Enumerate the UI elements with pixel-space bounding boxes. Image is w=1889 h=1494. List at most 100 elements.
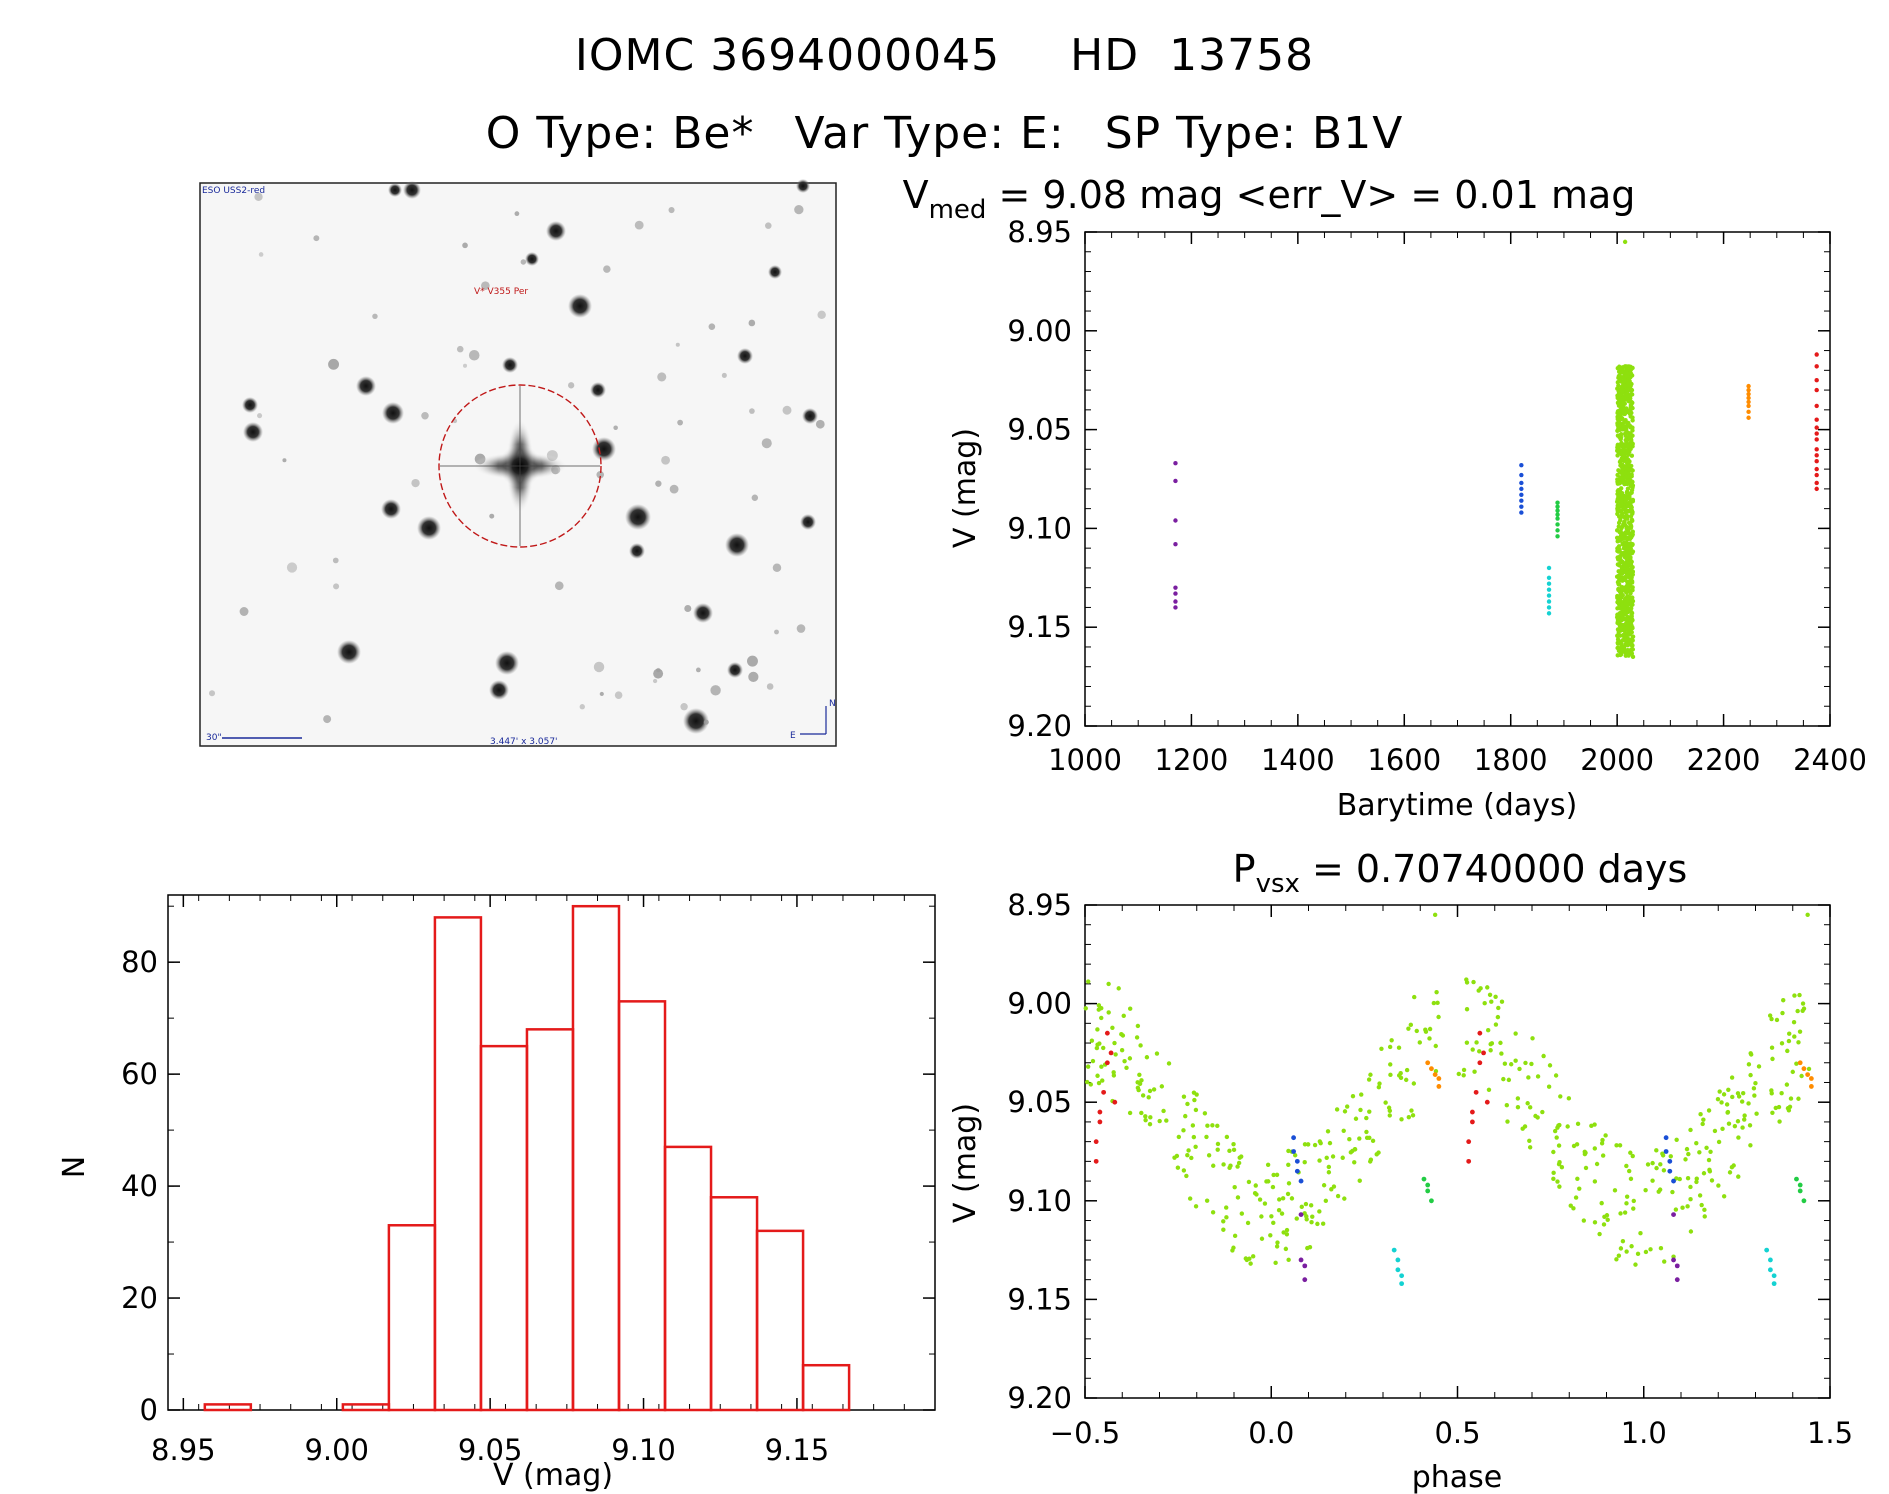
phased-point xyxy=(1352,1160,1357,1165)
lightcurve-point xyxy=(1630,518,1635,524)
phased-point xyxy=(1431,1000,1437,1006)
phased-point xyxy=(1720,1126,1725,1132)
lightcurve-point xyxy=(1629,550,1635,556)
phased-point xyxy=(1368,1072,1373,1077)
phased-point xyxy=(1144,1055,1150,1060)
phased-point xyxy=(1127,1056,1133,1061)
star-id-hd: HD 13758 xyxy=(1070,30,1315,81)
phased-point xyxy=(1327,1140,1333,1146)
lightcurve-point xyxy=(1519,462,1524,468)
phased-point xyxy=(1284,1227,1290,1233)
phased-point xyxy=(1404,1067,1410,1073)
histogram-ylabel: N xyxy=(57,1156,92,1178)
lightcurve-point xyxy=(1616,425,1621,431)
phased-point xyxy=(1331,1184,1337,1189)
x-tick-label: 0.5 xyxy=(1434,1416,1480,1450)
lightcurve-point xyxy=(1546,575,1552,580)
phased-point xyxy=(1095,1073,1100,1078)
lightcurve-point xyxy=(1620,462,1625,468)
lightcurve-point xyxy=(1627,379,1632,384)
phased-point xyxy=(1559,1165,1565,1170)
lightcurve-point xyxy=(1624,490,1630,495)
lightcurve-point xyxy=(1617,408,1622,413)
phased-point xyxy=(1254,1192,1259,1197)
phased-point xyxy=(1317,1158,1322,1163)
phased-point xyxy=(1791,1019,1797,1025)
phased-point xyxy=(1310,1214,1315,1219)
field-star xyxy=(579,704,585,710)
y-tick-label: 9.00 xyxy=(1007,987,1072,1021)
field-star xyxy=(382,402,404,424)
phased-point xyxy=(1429,1198,1434,1204)
phased-point xyxy=(1368,1159,1373,1164)
phased-point xyxy=(1147,1121,1153,1127)
phased-point xyxy=(1592,1146,1598,1151)
lightcurve-point xyxy=(1625,650,1630,655)
field-star xyxy=(257,413,263,419)
field-star xyxy=(749,408,755,414)
field-star xyxy=(489,680,509,700)
lightcurve-point xyxy=(1555,504,1560,509)
field-star xyxy=(456,345,464,353)
phased-point xyxy=(1350,1148,1355,1154)
phased-point xyxy=(1769,1088,1774,1093)
y-tick-label: 9.10 xyxy=(1007,511,1072,545)
compass-east-label: E xyxy=(790,731,796,741)
lightcurve-point xyxy=(1814,403,1819,409)
plot-frame xyxy=(1084,904,1831,1399)
phased-point xyxy=(1477,1030,1483,1036)
y-tick-label: 9.15 xyxy=(1007,610,1072,644)
phased-point xyxy=(1716,1139,1722,1145)
phased-point xyxy=(1151,1087,1157,1092)
phased-point xyxy=(1193,1144,1198,1149)
phased-point xyxy=(1474,1040,1479,1045)
lightcurve-point xyxy=(1555,508,1560,513)
phased-point xyxy=(1635,1251,1641,1257)
phased-point xyxy=(1551,1149,1556,1155)
lightcurve-point xyxy=(1626,382,1631,387)
phased-point xyxy=(1506,1077,1512,1083)
lightcurve-point xyxy=(1629,366,1634,372)
lightcurve-point xyxy=(1814,417,1819,422)
phased-point xyxy=(1740,1125,1745,1130)
phased-point xyxy=(1269,1214,1274,1219)
lightcurve-point xyxy=(1627,547,1633,552)
field-star xyxy=(554,581,564,591)
phased-point xyxy=(1464,1040,1470,1045)
phased-point xyxy=(1389,1038,1394,1043)
field-star xyxy=(372,313,378,320)
x-tick-label: −0.5 xyxy=(1050,1416,1120,1450)
phased-point xyxy=(1286,1257,1291,1263)
field-star xyxy=(421,412,429,420)
phased-point xyxy=(1205,1123,1210,1128)
field-star xyxy=(209,690,216,697)
lightcurve-point xyxy=(1623,475,1629,480)
phased-point xyxy=(1557,1160,1562,1165)
phased-point xyxy=(1364,1135,1370,1141)
phased-point xyxy=(1250,1254,1256,1259)
lightcurve-point xyxy=(1630,541,1635,547)
field-star xyxy=(772,563,782,573)
phased-point xyxy=(1231,1147,1237,1153)
phased-point xyxy=(1612,1188,1618,1193)
lightcurve-point xyxy=(1627,503,1632,509)
phased-point xyxy=(1342,1196,1347,1201)
phased-axes: −0.5 0.0 0.5 1.0 1.5 8.95 9.00 9.05 9.10 9.15 9.20 xyxy=(1007,888,1853,1450)
lightcurve-point xyxy=(1555,512,1560,517)
field-star xyxy=(815,419,825,429)
phased-point xyxy=(1614,1257,1619,1262)
field-star xyxy=(710,685,721,696)
lightcurve-point xyxy=(1622,505,1628,511)
phased-point xyxy=(1097,1041,1102,1046)
phased-point xyxy=(1374,1152,1379,1157)
phased-point xyxy=(1805,912,1810,918)
phased-point xyxy=(1259,1236,1265,1241)
phased-point xyxy=(1748,1072,1753,1078)
phased-point xyxy=(1215,1123,1220,1129)
lightcurve-point xyxy=(1622,647,1627,653)
phased-point xyxy=(1797,1182,1803,1188)
phased-point xyxy=(1086,979,1091,984)
phased-point xyxy=(1176,1134,1182,1140)
phased-point xyxy=(1628,1176,1634,1182)
phased-point xyxy=(1603,1133,1608,1138)
